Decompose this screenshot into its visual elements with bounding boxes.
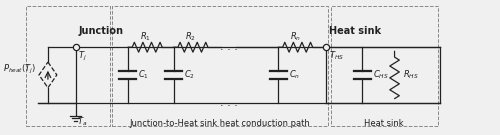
Text: . . .: . . . [220,98,238,108]
Text: $R_2$: $R_2$ [186,30,196,43]
Text: $T_j$: $T_j$ [78,50,87,63]
Text: $C_{HS}$: $C_{HS}$ [372,69,388,81]
Bar [26,6,110,126]
Text: $T_{HS}$: $T_{HS}$ [329,50,344,62]
Text: Heat sink: Heat sink [329,26,381,36]
Text: $P_{heat}(T_j)$: $P_{heat}(T_j)$ [3,62,36,76]
Bar [331,6,438,126]
Text: Junction: Junction [78,26,124,36]
Text: $R_{HS}$: $R_{HS}$ [403,69,419,81]
Text: Heat sink: Heat sink [364,119,404,128]
Text: $C_1$: $C_1$ [138,69,149,81]
Text: . . .: . . . [220,42,238,52]
Bar [112,6,328,126]
Text: $R_n$: $R_n$ [290,30,301,43]
Text: $C_2$: $C_2$ [184,69,195,81]
Text: Junction-to-Heat sink heat conduction path: Junction-to-Heat sink heat conduction pa… [129,119,310,128]
Text: $T_a$: $T_a$ [78,115,88,128]
Text: $R_1$: $R_1$ [140,30,150,43]
Text: $C_n$: $C_n$ [289,69,300,81]
